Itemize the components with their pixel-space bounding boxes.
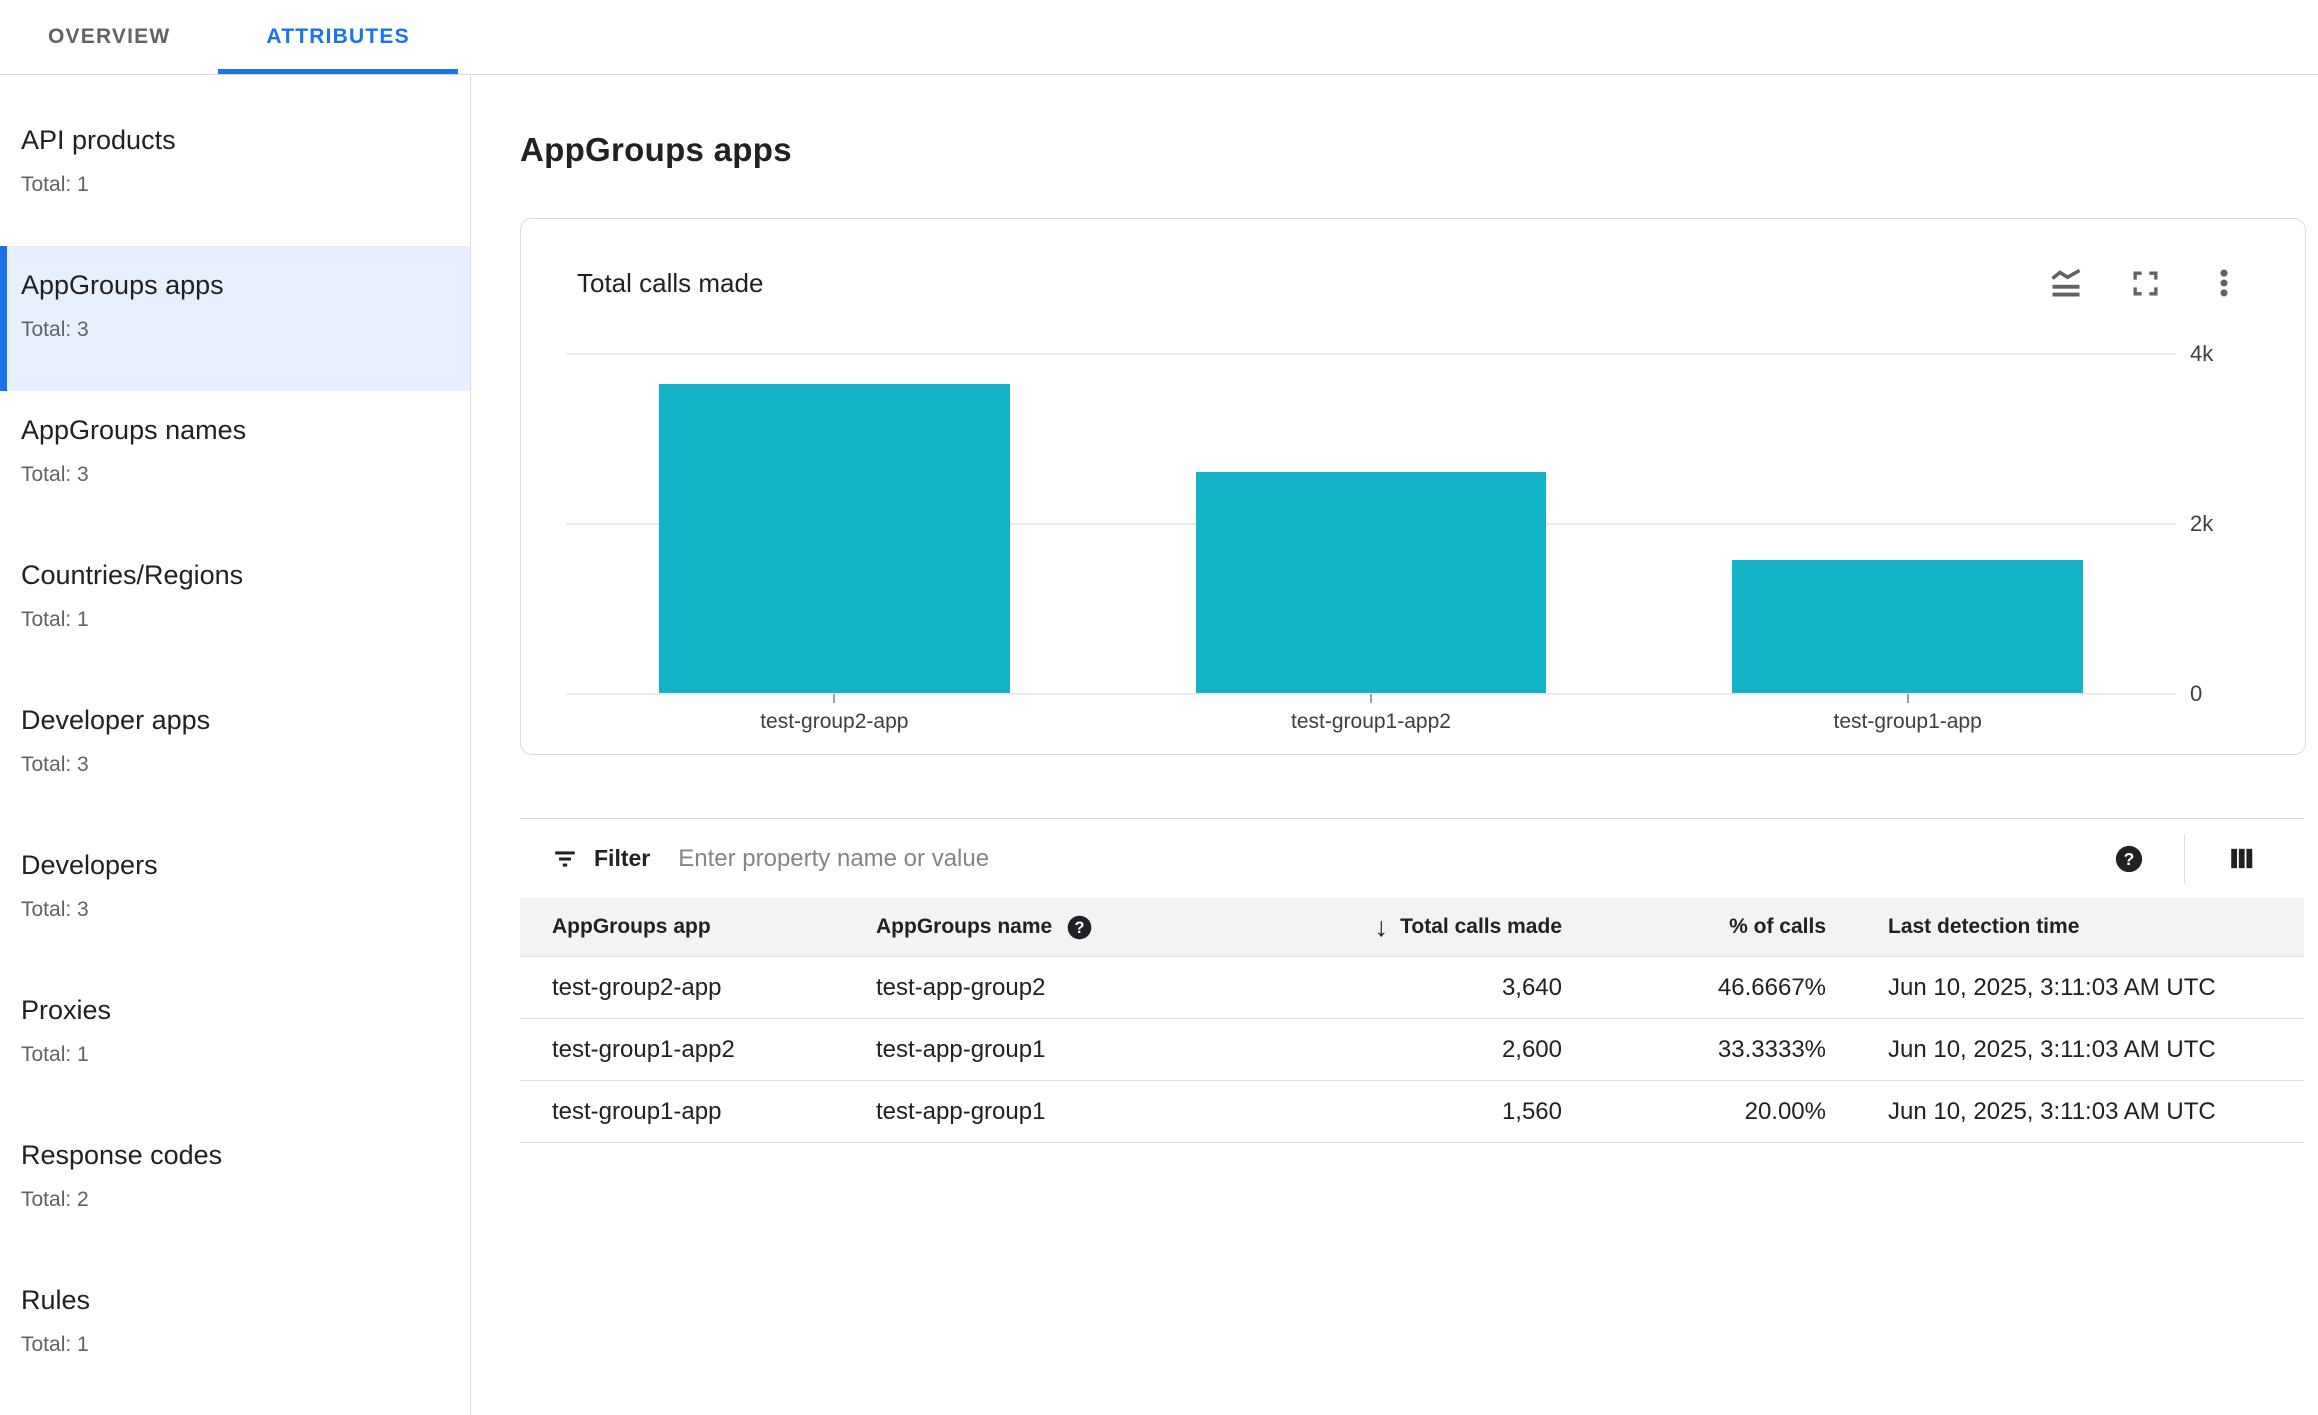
help-icon[interactable]: ? bbox=[2114, 844, 2144, 874]
column-header-appgroups-name[interactable]: AppGroups name ? bbox=[876, 914, 1296, 941]
table-header: AppGroups app AppGroups name ? ↓ Total c… bbox=[520, 898, 2304, 957]
sort-desc-icon[interactable]: ↓ bbox=[1374, 911, 1389, 942]
svg-text:?: ? bbox=[1075, 918, 1085, 936]
cell-total-calls: 2,600 bbox=[1501, 1035, 1562, 1063]
sidebar-item[interactable]: AppGroups apps Total: 3 bbox=[0, 246, 470, 391]
cell-last-detection: Jun 10, 2025, 3:11:03 AM UTC bbox=[1888, 973, 2216, 1001]
tab-bar: OVERVIEW ATTRIBUTES bbox=[0, 0, 2318, 75]
table-row: test-group1-app2 test-app-group1 2,600 3… bbox=[520, 1019, 2304, 1081]
sidebar-item-label: Proxies bbox=[21, 995, 112, 1025]
sidebar-item-label: Response codes bbox=[21, 1140, 223, 1170]
sidebar-item-total: Total: 1 bbox=[21, 1043, 89, 1067]
fullscreen-icon[interactable] bbox=[2130, 268, 2161, 299]
filter-icon bbox=[552, 846, 578, 872]
sidebar-item[interactable]: Developer apps Total: 3 bbox=[0, 681, 470, 826]
y-axis-tick-label: 4k bbox=[2190, 341, 2214, 366]
manage-columns-icon[interactable] bbox=[2227, 844, 2256, 873]
x-axis-tick bbox=[1906, 694, 1909, 703]
sidebar-item-label: AppGroups names bbox=[21, 415, 247, 445]
svg-text:?: ? bbox=[2124, 848, 2135, 868]
cell-appgroups-app: test-group1-app2 bbox=[552, 1035, 735, 1063]
bar-chart-plot: 4k 2k 0 test-group2-app test-group1-app2 test… bbox=[566, 343, 2213, 733]
bar-test-group2-app[interactable] bbox=[658, 383, 1010, 693]
cell-appgroups-name: test-app-group1 bbox=[876, 1035, 1046, 1063]
bar-test-group1-app[interactable] bbox=[1732, 560, 2084, 693]
table-row: test-group1-app test-app-group1 1,560 20… bbox=[520, 1081, 2304, 1143]
tab-overview[interactable]: OVERVIEW bbox=[48, 25, 171, 48]
y-axis-tick-label: 2k bbox=[2190, 511, 2214, 536]
sidebar-item-total: Total: 3 bbox=[21, 463, 89, 487]
sidebar-item-total: Total: 2 bbox=[21, 1188, 89, 1212]
cell-appgroups-name: test-app-group2 bbox=[876, 973, 1046, 1001]
chart-card: Total calls made bbox=[520, 218, 2306, 755]
cell-pct-of-calls: 33.3333% bbox=[1717, 1035, 1826, 1063]
table-section: Filter ? AppGroups app bbox=[520, 818, 2304, 1143]
filter-input[interactable] bbox=[676, 843, 2114, 874]
cell-last-detection: Jun 10, 2025, 3:11:03 AM UTC bbox=[1888, 1097, 2216, 1125]
sidebar-item[interactable]: Rules Total: 1 bbox=[0, 1261, 470, 1406]
bar-test-group1-app2[interactable] bbox=[1195, 472, 1547, 693]
sidebar-item-total: Total: 3 bbox=[21, 898, 89, 922]
sidebar-item-total: Total: 3 bbox=[21, 753, 89, 777]
sidebar-item-label: Countries/Regions bbox=[21, 560, 244, 590]
sidebar-item[interactable]: Response codes Total: 2 bbox=[0, 1116, 470, 1261]
sidebar-item[interactable]: AppGroups names Total: 3 bbox=[0, 391, 470, 536]
column-header-appgroups-app[interactable]: AppGroups app bbox=[552, 915, 711, 938]
tab-attributes[interactable]: ATTRIBUTES bbox=[218, 0, 459, 74]
sidebar-item-label: API products bbox=[21, 125, 176, 155]
sidebar-item-total: Total: 1 bbox=[21, 1333, 89, 1357]
chart-type-icon[interactable] bbox=[2048, 265, 2084, 301]
cell-pct-of-calls: 20.00% bbox=[1744, 1097, 1826, 1125]
cell-appgroups-name: test-app-group1 bbox=[876, 1097, 1046, 1125]
cell-pct-of-calls: 46.6667% bbox=[1717, 973, 1826, 1001]
x-axis-label: test-group1-app2 bbox=[1291, 710, 1451, 733]
main-content: AppGroups apps Total calls made bbox=[471, 75, 2318, 1415]
column-header-pct-of-calls[interactable]: % of calls bbox=[1729, 915, 1826, 938]
sidebar-item-total: Total: 1 bbox=[21, 608, 89, 632]
sidebar-item-label: Rules bbox=[21, 1285, 91, 1315]
sidebar-item-label: Developers bbox=[21, 850, 158, 880]
sidebar-item-label: Developer apps bbox=[21, 705, 211, 735]
x-axis-tick bbox=[833, 694, 836, 703]
cell-total-calls: 1,560 bbox=[1501, 1097, 1562, 1125]
sidebar: API products Total: 1 AppGroups apps Tot… bbox=[0, 75, 471, 1415]
column-header-total-calls[interactable]: ↓ Total calls made bbox=[1374, 911, 1562, 942]
gridline bbox=[566, 353, 2176, 355]
sidebar-item[interactable]: Developers Total: 3 bbox=[0, 826, 470, 971]
sidebar-item-total: Total: 3 bbox=[21, 318, 89, 342]
y-axis-tick-label: 0 bbox=[2190, 681, 2203, 706]
cell-total-calls: 3,640 bbox=[1501, 973, 1562, 1001]
sidebar-item[interactable]: Countries/Regions Total: 1 bbox=[0, 536, 470, 681]
x-axis-tick bbox=[1370, 694, 1372, 703]
sidebar-item[interactable]: API products Total: 1 bbox=[0, 101, 470, 246]
column-help-icon[interactable]: ? bbox=[1066, 914, 1093, 941]
x-axis-label: test-group1-app bbox=[1833, 710, 1982, 733]
table-row: test-group2-app test-app-group2 3,640 46… bbox=[520, 957, 2304, 1019]
divider bbox=[2184, 834, 2185, 883]
filter-label: Filter bbox=[594, 845, 651, 871]
cell-appgroups-app: test-group1-app bbox=[552, 1097, 722, 1125]
filter-bar: Filter ? bbox=[520, 819, 2304, 898]
cell-appgroups-app: test-group2-app bbox=[552, 973, 722, 1001]
table-body: test-group2-app test-app-group2 3,640 46… bbox=[520, 957, 2304, 1143]
sidebar-item-total: Total: 1 bbox=[21, 173, 89, 197]
column-header-last-detection[interactable]: Last detection time bbox=[1888, 915, 2080, 938]
x-axis-label: test-group2-app bbox=[760, 710, 909, 733]
page-title: AppGroups apps bbox=[520, 131, 792, 168]
more-options-kebab-icon[interactable] bbox=[2207, 266, 2241, 300]
cell-last-detection: Jun 10, 2025, 3:11:03 AM UTC bbox=[1888, 1035, 2216, 1063]
chart-title: Total calls made bbox=[577, 267, 764, 298]
sidebar-item-label: AppGroups apps bbox=[21, 270, 224, 300]
sidebar-item[interactable]: Proxies Total: 1 bbox=[0, 971, 470, 1116]
